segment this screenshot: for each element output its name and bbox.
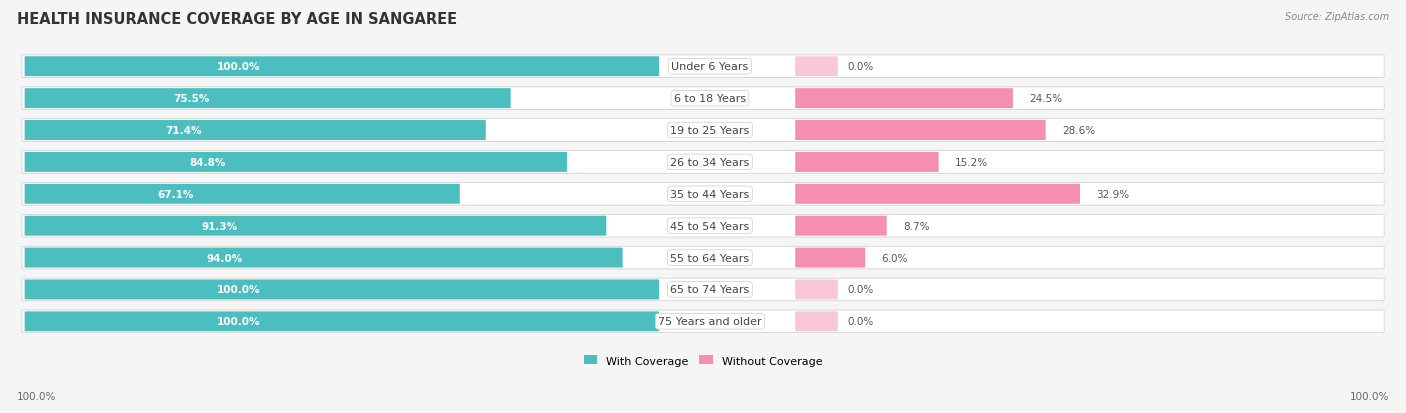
FancyBboxPatch shape bbox=[796, 216, 887, 236]
Text: 8.7%: 8.7% bbox=[903, 221, 929, 231]
FancyBboxPatch shape bbox=[25, 311, 659, 332]
FancyBboxPatch shape bbox=[22, 151, 1384, 174]
Text: 6.0%: 6.0% bbox=[882, 253, 908, 263]
FancyBboxPatch shape bbox=[22, 119, 1384, 142]
Text: 75.5%: 75.5% bbox=[173, 94, 209, 104]
Legend: With Coverage, Without Coverage: With Coverage, Without Coverage bbox=[579, 351, 827, 370]
FancyBboxPatch shape bbox=[796, 121, 1046, 141]
FancyBboxPatch shape bbox=[25, 121, 486, 141]
FancyBboxPatch shape bbox=[25, 184, 460, 204]
Text: 100.0%: 100.0% bbox=[1350, 391, 1389, 401]
FancyBboxPatch shape bbox=[796, 152, 939, 173]
Text: 28.6%: 28.6% bbox=[1062, 126, 1095, 136]
FancyBboxPatch shape bbox=[22, 247, 1384, 269]
Text: 94.0%: 94.0% bbox=[207, 253, 243, 263]
FancyBboxPatch shape bbox=[796, 248, 865, 268]
FancyBboxPatch shape bbox=[22, 183, 1384, 206]
Text: 35 to 44 Years: 35 to 44 Years bbox=[671, 189, 749, 199]
FancyBboxPatch shape bbox=[796, 89, 1012, 109]
Text: HEALTH INSURANCE COVERAGE BY AGE IN SANGAREE: HEALTH INSURANCE COVERAGE BY AGE IN SANG… bbox=[17, 12, 457, 27]
Text: 100.0%: 100.0% bbox=[218, 285, 260, 295]
FancyBboxPatch shape bbox=[25, 57, 659, 77]
Text: 91.3%: 91.3% bbox=[201, 221, 238, 231]
Text: 0.0%: 0.0% bbox=[848, 62, 873, 72]
FancyBboxPatch shape bbox=[22, 88, 1384, 110]
FancyBboxPatch shape bbox=[796, 311, 838, 332]
FancyBboxPatch shape bbox=[25, 216, 606, 236]
Text: Source: ZipAtlas.com: Source: ZipAtlas.com bbox=[1285, 12, 1389, 22]
Text: 24.5%: 24.5% bbox=[1029, 94, 1063, 104]
FancyBboxPatch shape bbox=[22, 310, 1384, 333]
Text: 26 to 34 Years: 26 to 34 Years bbox=[671, 157, 749, 168]
Text: 55 to 64 Years: 55 to 64 Years bbox=[671, 253, 749, 263]
FancyBboxPatch shape bbox=[25, 248, 623, 268]
Text: 100.0%: 100.0% bbox=[17, 391, 56, 401]
FancyBboxPatch shape bbox=[25, 89, 510, 109]
FancyBboxPatch shape bbox=[796, 57, 838, 77]
Text: 84.8%: 84.8% bbox=[190, 157, 226, 168]
Text: 100.0%: 100.0% bbox=[218, 316, 260, 327]
Text: 71.4%: 71.4% bbox=[166, 126, 202, 136]
FancyBboxPatch shape bbox=[22, 56, 1384, 78]
Text: 32.9%: 32.9% bbox=[1097, 189, 1129, 199]
FancyBboxPatch shape bbox=[796, 280, 838, 300]
Text: 0.0%: 0.0% bbox=[848, 285, 873, 295]
Text: 75 Years and older: 75 Years and older bbox=[658, 316, 762, 327]
FancyBboxPatch shape bbox=[25, 152, 567, 173]
Text: 0.0%: 0.0% bbox=[848, 316, 873, 327]
Text: Under 6 Years: Under 6 Years bbox=[671, 62, 748, 72]
Text: 65 to 74 Years: 65 to 74 Years bbox=[671, 285, 749, 295]
FancyBboxPatch shape bbox=[22, 278, 1384, 301]
Text: 45 to 54 Years: 45 to 54 Years bbox=[671, 221, 749, 231]
FancyBboxPatch shape bbox=[25, 280, 659, 300]
Text: 100.0%: 100.0% bbox=[218, 62, 260, 72]
FancyBboxPatch shape bbox=[22, 215, 1384, 237]
Text: 19 to 25 Years: 19 to 25 Years bbox=[671, 126, 749, 136]
Text: 15.2%: 15.2% bbox=[955, 157, 988, 168]
Text: 67.1%: 67.1% bbox=[157, 189, 194, 199]
FancyBboxPatch shape bbox=[796, 184, 1080, 204]
Text: 6 to 18 Years: 6 to 18 Years bbox=[673, 94, 747, 104]
